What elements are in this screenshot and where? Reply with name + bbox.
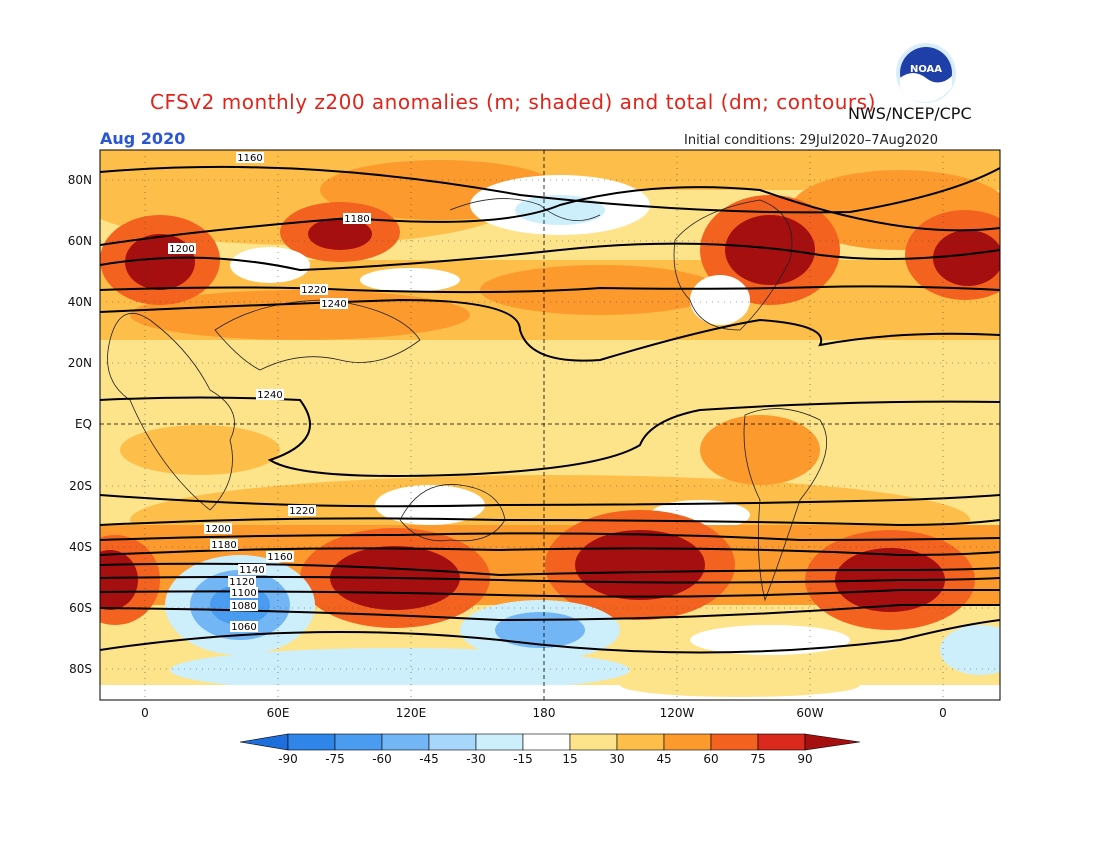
svg-text:1160: 1160 — [237, 153, 262, 164]
svg-text:30: 30 — [609, 752, 624, 766]
longitude-labels: 0 60E 120E 180 120W 60W 0 — [141, 706, 947, 720]
svg-text:1240: 1240 — [257, 390, 282, 401]
svg-text:60E: 60E — [267, 706, 290, 720]
svg-text:120E: 120E — [396, 706, 427, 720]
svg-text:20S: 20S — [69, 479, 92, 493]
noaa-logo: NOAA — [896, 43, 956, 103]
contour-label: 1080 — [230, 600, 258, 612]
svg-text:1220: 1220 — [301, 285, 326, 296]
svg-text:0: 0 — [141, 706, 149, 720]
contour-label-group: 1160 1180 1200 1220 1240 1240 1220 1200 … — [168, 152, 371, 633]
svg-text:60: 60 — [703, 752, 718, 766]
chart-title: CFSv2 monthly z200 anomalies (m; shaded)… — [150, 90, 876, 114]
svg-text:1180: 1180 — [344, 214, 369, 225]
contour-label: 1200 — [204, 523, 232, 535]
forecast-month: Aug 2020 — [100, 129, 186, 148]
svg-text:75: 75 — [750, 752, 765, 766]
contour-label: 1100 — [230, 587, 258, 599]
colorbar — [239, 733, 861, 751]
svg-text:-15: -15 — [513, 752, 533, 766]
contour-label: 1160 — [236, 152, 264, 164]
svg-text:120W: 120W — [660, 706, 695, 720]
graticule — [100, 150, 1000, 700]
contour-label: 1180 — [343, 213, 371, 225]
svg-text:1200: 1200 — [169, 244, 194, 255]
svg-text:80N: 80N — [68, 173, 92, 187]
contour-label: 1060 — [230, 621, 258, 633]
svg-text:-60: -60 — [372, 752, 392, 766]
map-frame — [99, 149, 1001, 701]
svg-text:-90: -90 — [278, 752, 298, 766]
svg-text:-30: -30 — [466, 752, 486, 766]
contour-label: 1140 — [238, 564, 266, 576]
svg-text:1140: 1140 — [239, 565, 264, 576]
contour-label: 1220 — [288, 505, 316, 517]
svg-text:15: 15 — [562, 752, 577, 766]
svg-text:90: 90 — [797, 752, 812, 766]
svg-text:1080: 1080 — [231, 601, 256, 612]
svg-text:60S: 60S — [69, 601, 92, 615]
contour-label: 1160 — [266, 551, 294, 563]
svg-text:0: 0 — [939, 706, 947, 720]
contour-label: 1120 — [228, 576, 256, 588]
svg-text:EQ: EQ — [75, 417, 92, 431]
svg-text:-45: -45 — [419, 752, 439, 766]
svg-text:40S: 40S — [69, 540, 92, 554]
svg-text:1120: 1120 — [229, 577, 254, 588]
svg-text:1160: 1160 — [267, 552, 292, 563]
contour-label: 1180 — [210, 539, 238, 551]
colorbar-labels: -90 -75 -60 -45 -30 -15 15 30 45 60 75 9… — [278, 752, 812, 766]
svg-text:180: 180 — [533, 706, 556, 720]
contour-label: 1220 — [300, 284, 328, 296]
org-label: NWS/NCEP/CPC — [848, 104, 972, 123]
initial-conditions: Initial conditions: 29Jul2020–7Aug2020 — [684, 133, 939, 148]
svg-text:1220: 1220 — [289, 506, 314, 517]
contour-label: 1240 — [256, 389, 284, 401]
svg-text:NOAA: NOAA — [910, 64, 942, 75]
svg-text:1200: 1200 — [205, 524, 230, 535]
svg-text:80S: 80S — [69, 662, 92, 676]
anomaly-shading — [100, 150, 1000, 700]
svg-text:60N: 60N — [68, 234, 92, 248]
svg-text:60W: 60W — [796, 706, 823, 720]
latitude-labels: 80N 60N 40N 20N EQ 20S 40S 60S 80S — [68, 173, 92, 676]
svg-text:1180: 1180 — [211, 540, 236, 551]
reference-lines — [100, 150, 1000, 700]
svg-text:1240: 1240 — [321, 299, 346, 310]
height-contours — [100, 165, 1000, 654]
svg-text:20N: 20N — [68, 356, 92, 370]
svg-text:1100: 1100 — [231, 588, 256, 599]
contour-label: 1200 — [168, 243, 196, 255]
contour-label: 1240 — [320, 298, 348, 310]
svg-text:-75: -75 — [325, 752, 345, 766]
svg-text:45: 45 — [656, 752, 671, 766]
svg-text:1060: 1060 — [231, 622, 256, 633]
svg-text:40N: 40N — [68, 295, 92, 309]
